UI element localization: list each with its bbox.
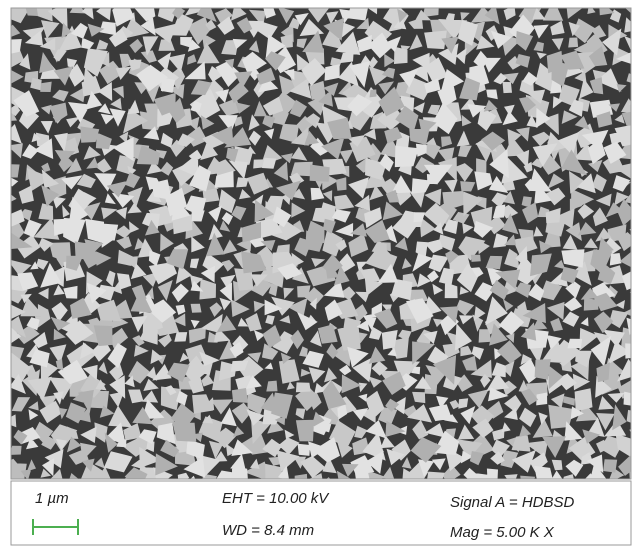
image-frame	[10, 7, 632, 480]
grain-group	[11, 8, 631, 479]
info-bar	[10, 480, 632, 546]
signal: Signal A = HDBSD	[450, 494, 575, 511]
grains	[11, 8, 631, 479]
grain-group	[11, 8, 631, 479]
wd: WD = 8.4 mm	[222, 522, 314, 539]
mag: Mag = 5.00 K X	[450, 524, 555, 541]
grain-group	[11, 8, 631, 479]
scale-bar	[32, 519, 79, 535]
scale-label: 1 µm	[35, 490, 69, 507]
eht: EHT = 10.00 kV	[222, 490, 330, 507]
